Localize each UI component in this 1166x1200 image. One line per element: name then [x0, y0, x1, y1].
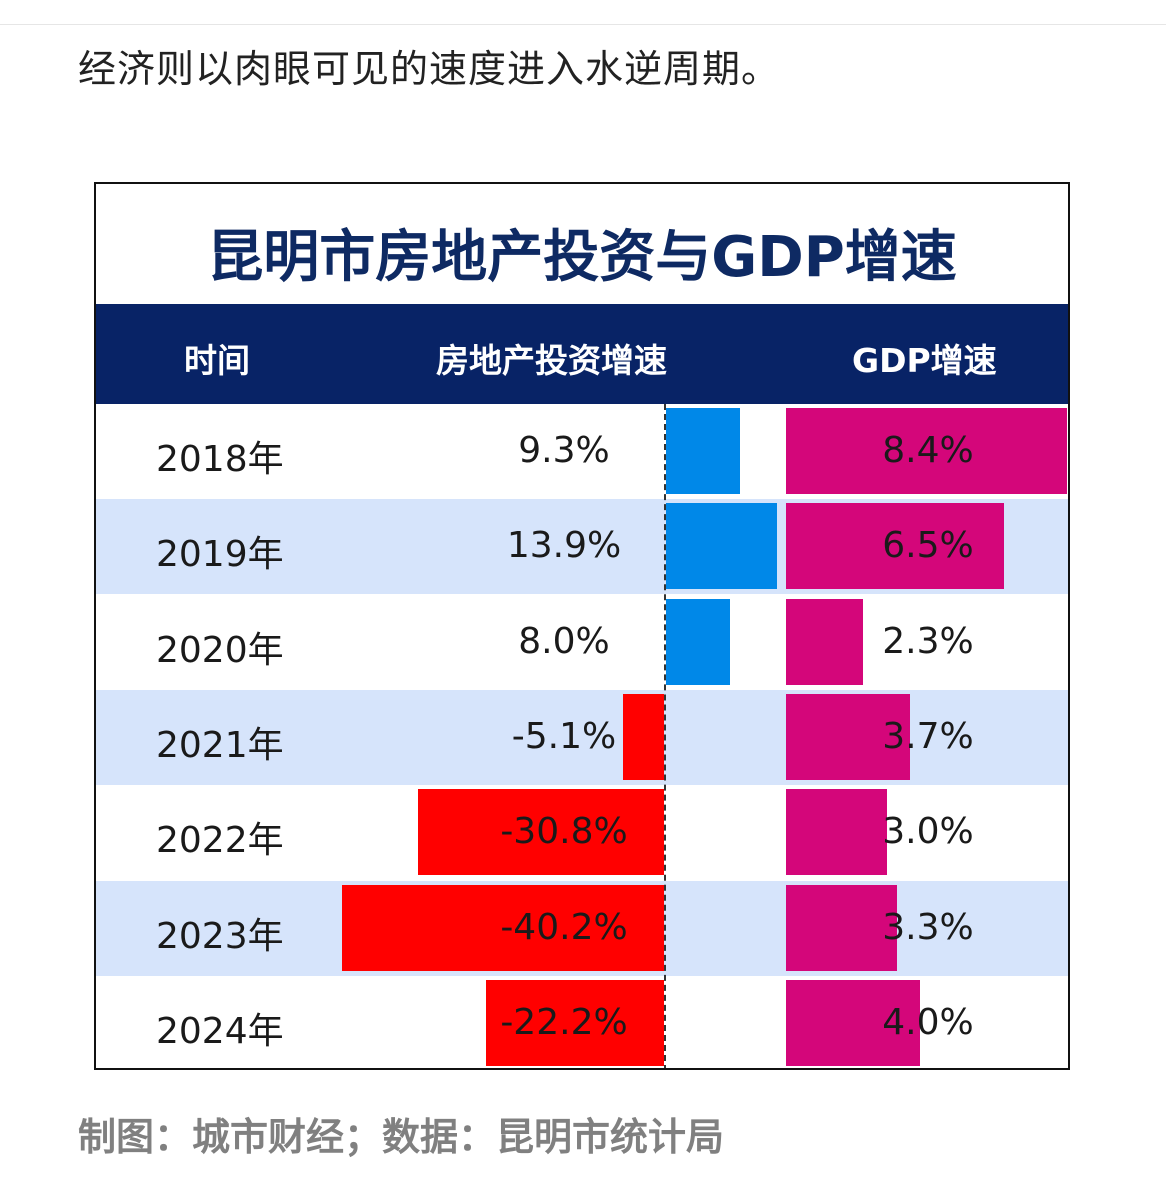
- column-header-realestate: 房地产投资增速: [436, 341, 667, 380]
- table-row: 2018年 9.3% 8.4%: [96, 404, 1068, 499]
- chart-title: 昆明市房地产投资与GDP增速: [207, 225, 957, 290]
- realestate-growth-bar: [666, 503, 778, 590]
- table-row: 2023年 -40.2% 3.3%: [96, 880, 1068, 976]
- realestate-growth-label: -5.1%: [511, 715, 617, 757]
- realestate-growth-label: 8.0%: [518, 620, 610, 662]
- table-row: 2021年 -5.1% 3.7%: [96, 689, 1068, 785]
- gdp-growth-label: 3.3%: [882, 906, 974, 948]
- table-header: 时间 房地产投资增速 GDP增速: [96, 304, 1068, 404]
- realestate-growth-bar: [417, 789, 664, 876]
- gdp-growth-bar: [786, 979, 920, 1066]
- top-divider: [0, 24, 1166, 25]
- column-header-gdp: GDP增速: [852, 341, 997, 380]
- year-label: 2018年: [156, 439, 284, 480]
- gdp-growth-label: 3.0%: [882, 811, 974, 853]
- realestate-growth-label: -30.8%: [500, 811, 628, 853]
- realestate-growth-label: -40.2%: [500, 906, 628, 948]
- table-row: 2020年 8.0% 2.3%: [96, 595, 1068, 690]
- table-body: 2018年 9.3% 8.4% 2019年 13.9% 6.5% 2020年 8.0% 2.3%…: [96, 404, 1068, 1068]
- zero-axis-line: [664, 404, 666, 1068]
- chart-frame: 昆明市房地产投资与GDP增速 时间 房地产投资增速 GDP增速 2018年 9.3…: [94, 182, 1070, 1070]
- table-row: 2022年 -30.8% 3.0%: [96, 785, 1068, 880]
- realestate-growth-label: -22.2%: [500, 1001, 628, 1043]
- source-footer: 制图：城市财经；数据：昆明市统计局: [78, 1115, 725, 1159]
- table-row: 2024年 -22.2% 4.0%: [96, 976, 1068, 1068]
- realestate-growth-bar: [486, 979, 664, 1066]
- gdp-growth-label: 8.4%: [882, 430, 974, 471]
- year-label: 2024年: [156, 1010, 284, 1052]
- gdp-growth-bar: [786, 789, 887, 876]
- gdp-growth-label: 2.3%: [882, 620, 974, 662]
- year-label: 2022年: [156, 820, 284, 862]
- realestate-growth-label: 13.9%: [506, 525, 622, 567]
- realestate-growth-bar: [342, 884, 664, 971]
- intro-text: 经济则以肉眼可见的速度进入水逆周期。: [78, 47, 781, 91]
- gdp-growth-bar: [786, 408, 1068, 494]
- year-label: 2020年: [156, 629, 284, 671]
- year-label: 2019年: [156, 534, 284, 576]
- realestate-growth-bar: [666, 408, 741, 494]
- gdp-growth-bar: [786, 693, 910, 780]
- gdp-growth-label: 4.0%: [882, 1001, 974, 1043]
- gdp-growth-bar: [786, 503, 1004, 590]
- gdp-growth-label: 3.7%: [882, 715, 974, 757]
- gdp-growth-bar: [786, 598, 864, 685]
- realestate-growth-label: 9.3%: [518, 430, 610, 471]
- gdp-growth-label: 6.5%: [882, 525, 974, 567]
- realestate-growth-bar: [623, 693, 664, 780]
- column-header-time: 时间: [184, 341, 250, 380]
- realestate-growth-bar: [666, 598, 730, 685]
- table-row: 2019年 13.9% 6.5%: [96, 499, 1068, 595]
- year-label: 2021年: [156, 724, 284, 766]
- gdp-growth-bar: [786, 884, 897, 971]
- year-label: 2023年: [156, 915, 284, 957]
